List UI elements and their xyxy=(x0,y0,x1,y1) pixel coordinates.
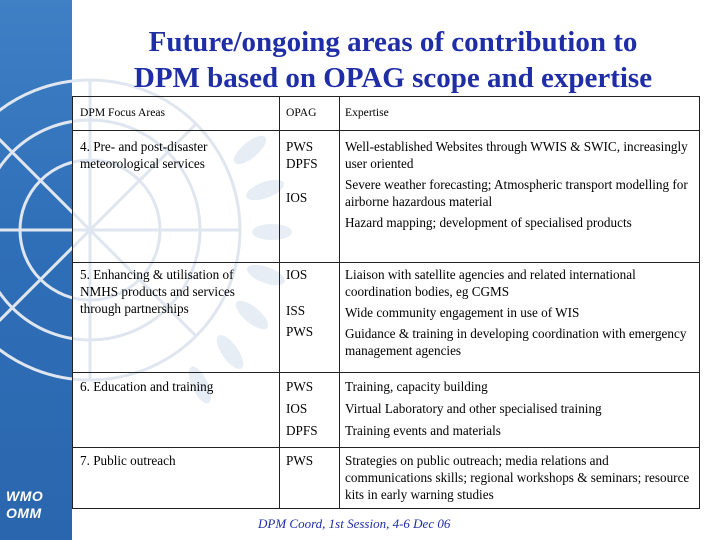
focus-text: 7. Public outreach xyxy=(80,453,176,468)
expertise-text: Training, capacity building xyxy=(345,379,488,394)
focus-area-cell: 5. Enhancing & utilisation of NMHS produ… xyxy=(80,266,272,317)
opag-code: PWS xyxy=(286,139,314,154)
focus-areas-table: DPM Focus Areas OPAG Expertise 4. Pre- a… xyxy=(72,96,700,509)
logo-line-1: WMO xyxy=(6,488,44,504)
focus-text: 6. Education and training xyxy=(80,379,214,394)
focus-text: through partnerships xyxy=(80,301,189,316)
opag-cell: IOS ISS PWS xyxy=(286,266,342,340)
focus-text: 5. Enhancing & utilisation of xyxy=(80,267,234,282)
expertise-cell: Liaison with satellite agencies and rela… xyxy=(345,266,697,359)
opag-cell: PWS DPFS IOS xyxy=(286,138,342,206)
expertise-text: Strategies on public outreach; media rel… xyxy=(345,453,690,502)
table-border-bottom xyxy=(72,508,700,509)
table-row-divider xyxy=(72,262,700,263)
focus-area-cell: 4. Pre- and post-disaster meteorological… xyxy=(80,138,272,172)
table-border-top xyxy=(72,96,700,97)
focus-text: 4. Pre- and post-disaster xyxy=(80,139,208,154)
expertise-text: Virtual Laboratory and other specialised… xyxy=(345,401,602,416)
expertise-text: Training events and materials xyxy=(345,423,501,438)
header-focus-areas: DPM Focus Areas xyxy=(80,106,166,119)
table-column-divider xyxy=(339,96,340,509)
expertise-text: Hazard mapping; development of specialis… xyxy=(345,215,632,230)
expertise-cell: Strategies on public outreach; media rel… xyxy=(345,452,697,503)
opag-code: DPFS xyxy=(286,423,318,438)
table-header-divider xyxy=(72,130,700,131)
un-emblem-watermark xyxy=(0,78,292,404)
opag-code: ISS xyxy=(286,303,306,318)
expertise-text: Liaison with satellite agencies and rela… xyxy=(345,267,636,299)
title-line-1: Future/ongoing areas of contribution to xyxy=(148,26,638,58)
title-line-2: DPM based on OPAG scope and expertise xyxy=(133,62,653,94)
expertise-cell: Well-established Websites through WWIS &… xyxy=(345,138,697,231)
focus-area-cell: 7. Public outreach xyxy=(80,452,272,469)
table-row-divider xyxy=(72,372,700,373)
focus-text: NMHS products and services xyxy=(80,284,235,299)
table-border-right xyxy=(699,96,700,509)
opag-code: DPFS xyxy=(286,156,318,171)
opag-cell: PWS IOS DPFS xyxy=(286,378,342,439)
header-opag: OPAG xyxy=(286,106,317,119)
opag-code: PWS xyxy=(286,379,314,394)
page-title: Future/ongoing areas of contribution to … xyxy=(88,24,698,96)
wmo-logo: WMO OMM xyxy=(6,488,43,522)
expertise-text: Wide community engagement in use of WIS xyxy=(345,305,580,320)
expertise-text: Guidance & training in developing coordi… xyxy=(345,326,687,358)
opag-code: PWS xyxy=(286,324,314,339)
table-border-left xyxy=(72,96,73,509)
opag-code: IOS xyxy=(286,190,308,205)
focus-text: meteorological services xyxy=(80,156,205,171)
expertise-text: Severe weather forecasting; Atmospheric … xyxy=(345,177,688,209)
opag-cell: PWS xyxy=(286,452,342,469)
expertise-cell: Training, capacity building Virtual Labo… xyxy=(345,378,697,439)
opag-code: PWS xyxy=(286,453,314,468)
footer-session-note: DPM Coord, 1st Session, 4-6 Dec 06 xyxy=(258,516,451,531)
table-column-divider xyxy=(279,96,280,509)
expertise-text: Well-established Websites through WWIS &… xyxy=(345,139,688,171)
opag-code: IOS xyxy=(286,267,308,282)
logo-line-2: OMM xyxy=(6,505,42,521)
table-row-divider xyxy=(72,447,700,448)
header-expertise: Expertise xyxy=(345,106,389,119)
focus-area-cell: 6. Education and training xyxy=(80,378,272,395)
opag-code: IOS xyxy=(286,401,308,416)
